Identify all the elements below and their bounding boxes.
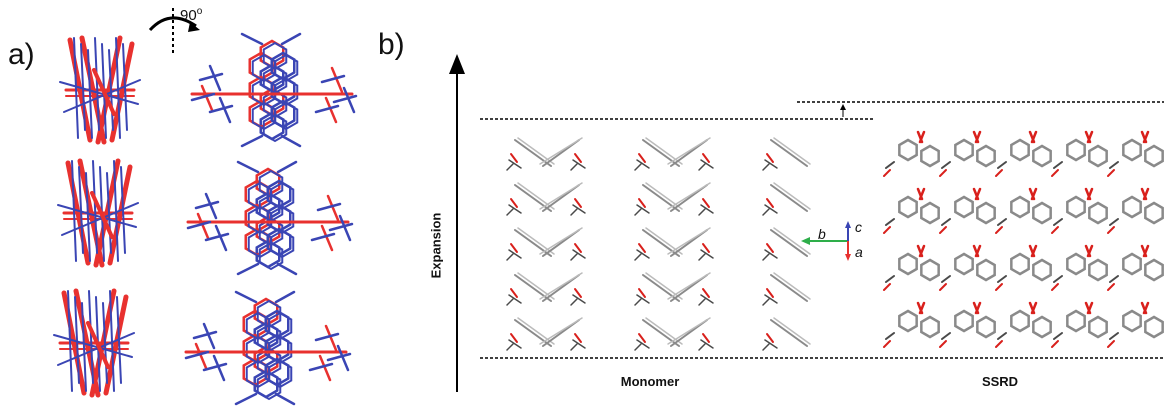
rotation-arrow-icon <box>148 8 200 56</box>
ssrd-label: SSRD <box>981 374 1019 389</box>
molecule-side-view-3 <box>53 288 135 398</box>
axis-b-label: b <box>818 226 826 242</box>
molecule-rotated-view-1 <box>190 32 358 148</box>
molecule-side-view-2 <box>57 158 139 268</box>
ssrd-crystal-packing <box>883 130 1164 348</box>
axis-c-arrow-head-icon <box>845 221 851 228</box>
axis-c-label: c <box>855 219 862 235</box>
monomer-crystal-packing <box>506 137 811 351</box>
expansion-arrow-head-icon <box>449 54 465 74</box>
panel-b-label: b) <box>378 28 405 61</box>
molecule-rotated-view-3 <box>184 290 352 406</box>
crystal-axes-indicator <box>801 221 851 261</box>
monomer-label: Monomer <box>620 374 680 389</box>
small-expansion-arrow-head-icon <box>840 104 846 110</box>
expansion-label: Expansion <box>428 212 444 279</box>
axis-a-label: a <box>855 244 863 260</box>
molecule-rotated-view-2 <box>186 160 354 276</box>
rotation-degree-mark: o <box>196 6 203 17</box>
axis-b-arrow-head-icon <box>801 237 810 245</box>
panel-a-label: a) <box>8 38 35 71</box>
molecule-side-view-1 <box>59 35 141 145</box>
axis-a-arrow-head-icon <box>845 254 851 261</box>
